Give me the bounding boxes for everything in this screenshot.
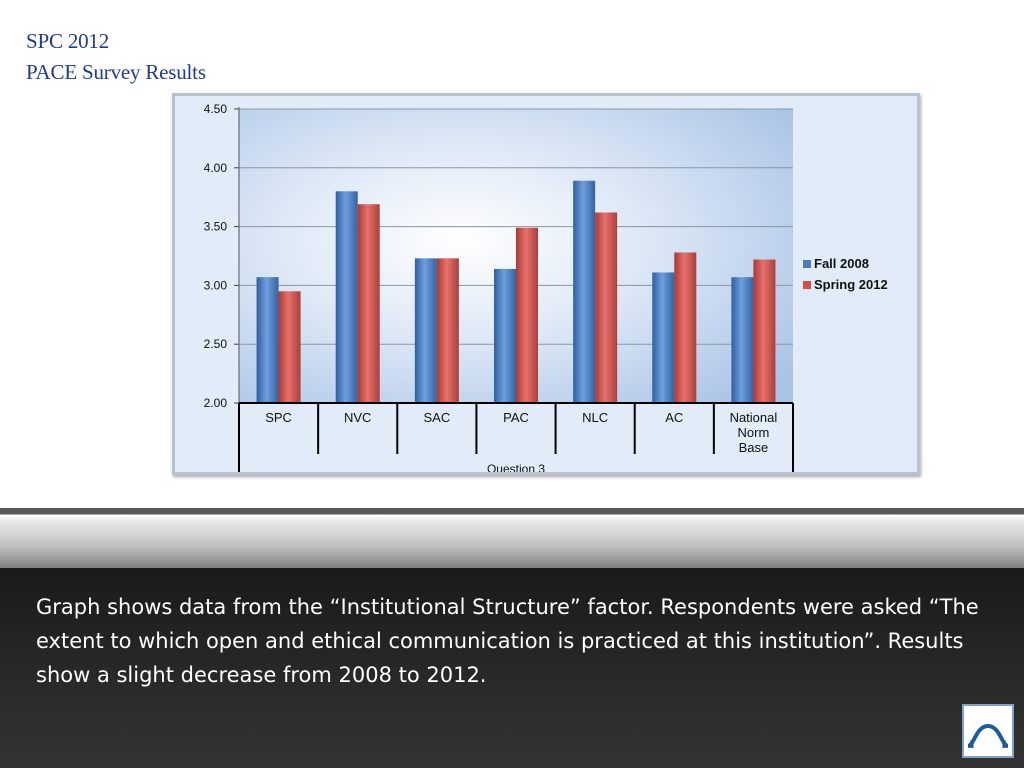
x-axis-title: Question 3 (487, 462, 545, 472)
category-label: SPC (265, 410, 292, 425)
bar-spring-2012 (436, 258, 459, 403)
category-label: PAC (503, 410, 529, 425)
bar-fall-2008 (335, 191, 358, 403)
bar-fall-2008 (731, 277, 754, 403)
bar-spring-2012 (595, 212, 618, 403)
bar-fall-2008 (256, 277, 279, 403)
legend-label: Fall 2008 (814, 256, 869, 271)
description-text: Graph shows data from the “Institutional… (36, 595, 979, 687)
bar-spring-2012 (753, 259, 776, 403)
category-label: Base (739, 440, 769, 455)
chart-frame: 2.00 2.50 3.00 3.50 4.00 4.50 SPC NVC SAC PAC NLC A… (172, 93, 920, 475)
divider-band (0, 508, 1024, 568)
bar-spring-2012 (516, 227, 538, 403)
category-label: SAC (423, 410, 450, 425)
y-tick-label: 3.00 (204, 278, 228, 292)
bar-spring-2012 (278, 291, 301, 403)
title-line-2: PACE Survey Results (26, 60, 206, 84)
category-label: NLC (582, 410, 608, 425)
y-tick-label: 2.50 (204, 337, 228, 351)
arch-logo-icon (962, 704, 1014, 758)
category-label: AC (665, 410, 683, 425)
bar-chart: 2.00 2.50 3.00 3.50 4.00 4.50 SPC NVC SAC PAC NLC A… (175, 96, 917, 472)
category-label: Norm (738, 425, 770, 440)
y-tick-label: 3.50 (204, 220, 228, 234)
bar-spring-2012 (357, 204, 380, 403)
legend-swatch (803, 260, 811, 268)
title-line-1: SPC 2012 (26, 29, 110, 53)
bar-fall-2008 (414, 258, 437, 403)
y-tick-label: 2.00 (204, 396, 228, 410)
bar-fall-2008 (573, 180, 596, 403)
category-label: NVC (344, 410, 371, 425)
bar-spring-2012 (674, 252, 697, 403)
bar-fall-2008 (652, 272, 675, 403)
y-tick-label: 4.00 (204, 161, 228, 175)
slide-title: SPC 2012 PACE Survey Results (26, 26, 206, 88)
legend-label: Spring 2012 (814, 277, 888, 292)
category-label: National (730, 410, 778, 425)
legend-swatch (803, 281, 811, 289)
y-tick-label: 4.50 (204, 102, 228, 116)
footer-panel (0, 568, 1024, 768)
bar-fall-2008 (494, 268, 516, 403)
